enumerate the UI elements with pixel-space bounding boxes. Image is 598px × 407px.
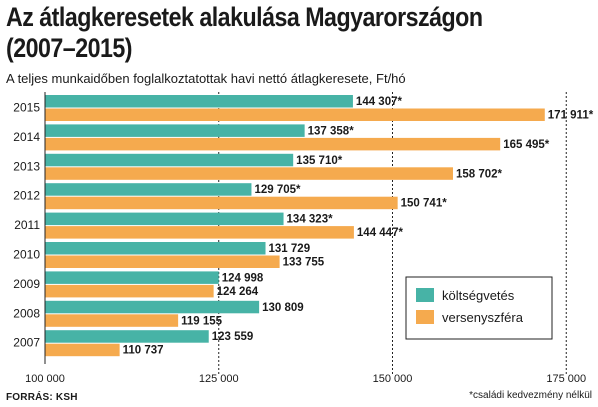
bar-versenyszfera [45, 226, 354, 239]
data-label: 144 447* [357, 227, 404, 239]
bar-versenyszfera [45, 137, 501, 151]
data-label: 129 705* [254, 184, 301, 196]
bar-versenyszfera [45, 196, 398, 210]
data-label: 133 755 [283, 257, 325, 269]
legend-label: költségvetés [442, 288, 515, 303]
chart-subtitle: A teljes munkaidőben foglalkoztatottak h… [6, 71, 406, 86]
legend-swatch-versenyszfera [416, 310, 434, 324]
bar-koltsegvetes [45, 183, 252, 196]
data-label: 110 737 [123, 345, 164, 357]
data-label: 137 358* [308, 125, 355, 137]
bar-koltsegvetes [45, 124, 305, 137]
year-tick-label: 2011 [14, 218, 40, 232]
source-label: FORRÁS: KSH [6, 392, 78, 403]
year-tick-label: 2014 [13, 130, 40, 144]
bar-versenyszfera [45, 108, 545, 121]
year-tick-label: 2012 [13, 189, 40, 203]
x-tick-label: 100 000 [25, 373, 65, 385]
bar-koltsegvetes [45, 300, 260, 314]
year-tick-label: 2013 [13, 159, 40, 173]
bar-koltsegvetes [45, 271, 219, 284]
data-label: 130 809 [262, 302, 304, 314]
year-tick-label: 2008 [13, 306, 40, 320]
data-label: 124 998 [222, 272, 264, 284]
bar-versenyszfera [45, 314, 179, 327]
legend-swatch-koltsegvetes [416, 288, 434, 302]
chart-title: Az átlagkeresetek alakulása Magyarország… [6, 2, 483, 64]
bar-versenyszfera [45, 255, 280, 268]
data-label: 150 741* [401, 198, 448, 210]
data-label: 119 155 [181, 315, 223, 327]
legend-box [405, 276, 553, 340]
title-line-2: (2007–2015) [6, 33, 133, 63]
bar-koltsegvetes [45, 153, 294, 167]
x-tick-label: 125 000 [199, 373, 239, 385]
year-tick-label: 2015 [13, 101, 40, 115]
data-label: 123 559 [212, 331, 254, 343]
bar-versenyszfera [45, 343, 120, 357]
bar-koltsegvetes [45, 212, 284, 226]
data-label: 135 710* [296, 155, 343, 167]
footnote: *családi kedvezmény nélkül [469, 390, 592, 401]
data-label: 171 911* [548, 110, 594, 122]
title-line-1: Az átlagkeresetek alakulása Magyarország… [6, 2, 483, 32]
data-label: 165 495* [503, 139, 550, 151]
bar-koltsegvetes [45, 242, 266, 255]
x-tick-label: 150 000 [373, 373, 413, 385]
data-label: 131 729 [269, 243, 311, 255]
data-label: 144 307* [356, 96, 403, 108]
data-label: 124 264 [217, 286, 259, 298]
data-label: 158 702* [456, 168, 503, 180]
bar-versenyszfera [45, 167, 453, 180]
year-tick-label: 2009 [13, 277, 40, 291]
legend-label: versenyszféra [442, 310, 524, 325]
year-tick-label: 2010 [13, 248, 40, 262]
bar-versenyszfera [45, 284, 214, 298]
data-label: 134 323* [287, 214, 334, 226]
year-tick-label: 2007 [13, 336, 40, 350]
bar-koltsegvetes [45, 95, 353, 108]
bar-koltsegvetes [45, 330, 209, 343]
x-tick-label: 175 000 [546, 373, 586, 385]
